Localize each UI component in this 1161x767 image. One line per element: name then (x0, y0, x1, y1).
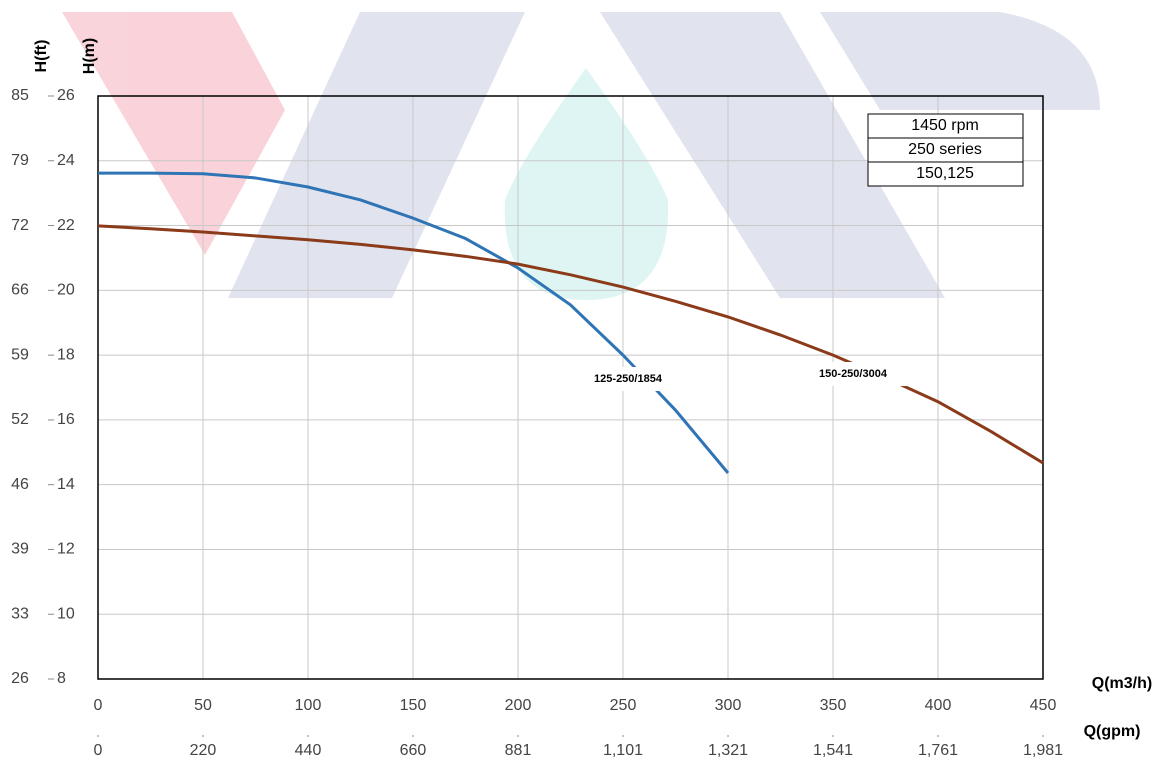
series-label: 125-250/1854 (594, 373, 663, 385)
x2-tick-label: 881 (505, 742, 532, 759)
info-box: 1450 rpm 250 series 150,125 (867, 113, 1024, 187)
x-axis-title: Q(m3/h) (1092, 675, 1152, 692)
grid (97, 95, 1044, 680)
x2-tick-label: 1,541 (813, 742, 853, 759)
series-line (98, 171, 730, 474)
y-tick-label: 16 (57, 411, 75, 428)
x-tick-label: 400 (925, 697, 952, 714)
y-axis-title: H(m) (81, 38, 98, 74)
y-tick-label: 10 (57, 605, 75, 622)
x-tick-label: 150 (400, 697, 427, 714)
y2-axis-title: H(ft) (33, 40, 50, 73)
x-tick-label: 50 (194, 697, 212, 714)
info-text: 150,125 (916, 165, 974, 182)
info-cell (867, 113, 1024, 139)
y2-tick-label: 52 (11, 411, 29, 428)
y-tick-label: 8 (57, 670, 66, 687)
x2-tick-label: 1,981 (1023, 742, 1063, 759)
info-cell (867, 137, 1024, 163)
y2-tick-label: 66 (11, 282, 29, 299)
series-label-bg (566, 367, 690, 391)
info-text: 1450 rpm (911, 117, 979, 134)
x-tick-label: 300 (715, 697, 742, 714)
y2-tick-label: 46 (11, 476, 29, 493)
x-tick-label: 450 (1030, 697, 1057, 714)
y2-tick-label: 85 (11, 87, 29, 104)
x-tick-label: 0 (94, 697, 103, 714)
x-tick-label: 200 (505, 697, 532, 714)
y2-tick-label: 79 (11, 152, 29, 169)
series-label: 150-250/3004 (819, 368, 888, 380)
y2-tick-label: 59 (11, 346, 29, 363)
x-tick-label: 350 (820, 697, 847, 714)
x2-tick-label: 0 (94, 742, 103, 759)
x2-tick-label: 440 (295, 742, 322, 759)
plot-frame (97, 95, 1044, 680)
info-cell (867, 161, 1024, 187)
x-tick-label: 250 (610, 697, 637, 714)
x2-tick-label: 1,321 (708, 742, 748, 759)
y2-tick-label: 72 (11, 217, 29, 234)
y-tick-label: 22 (57, 217, 75, 234)
x2-tick-label: 220 (190, 742, 217, 759)
x2-axis-title: Q(gpm) (1084, 723, 1141, 740)
y-tick-label: 12 (57, 541, 75, 558)
y2-tick-label: 26 (11, 670, 29, 687)
watermark (62, 12, 1100, 300)
y-tick-label: 18 (57, 346, 75, 363)
x2-tick-label: 1,761 (918, 742, 958, 759)
y-tick-label: 24 (57, 152, 75, 169)
x2-tick-label: 660 (400, 742, 427, 759)
info-text: 250 series (908, 141, 982, 158)
y-tick-label: 20 (57, 282, 75, 299)
y2-tick-label: 39 (11, 541, 29, 558)
x2-tick-label: 1,101 (603, 742, 643, 759)
x-tick-label: 100 (295, 697, 322, 714)
y2-tick-label: 33 (11, 605, 29, 622)
y-tick-label: 26 (57, 87, 75, 104)
y-tick-label: 14 (57, 476, 75, 493)
series-label-bg (791, 362, 915, 386)
